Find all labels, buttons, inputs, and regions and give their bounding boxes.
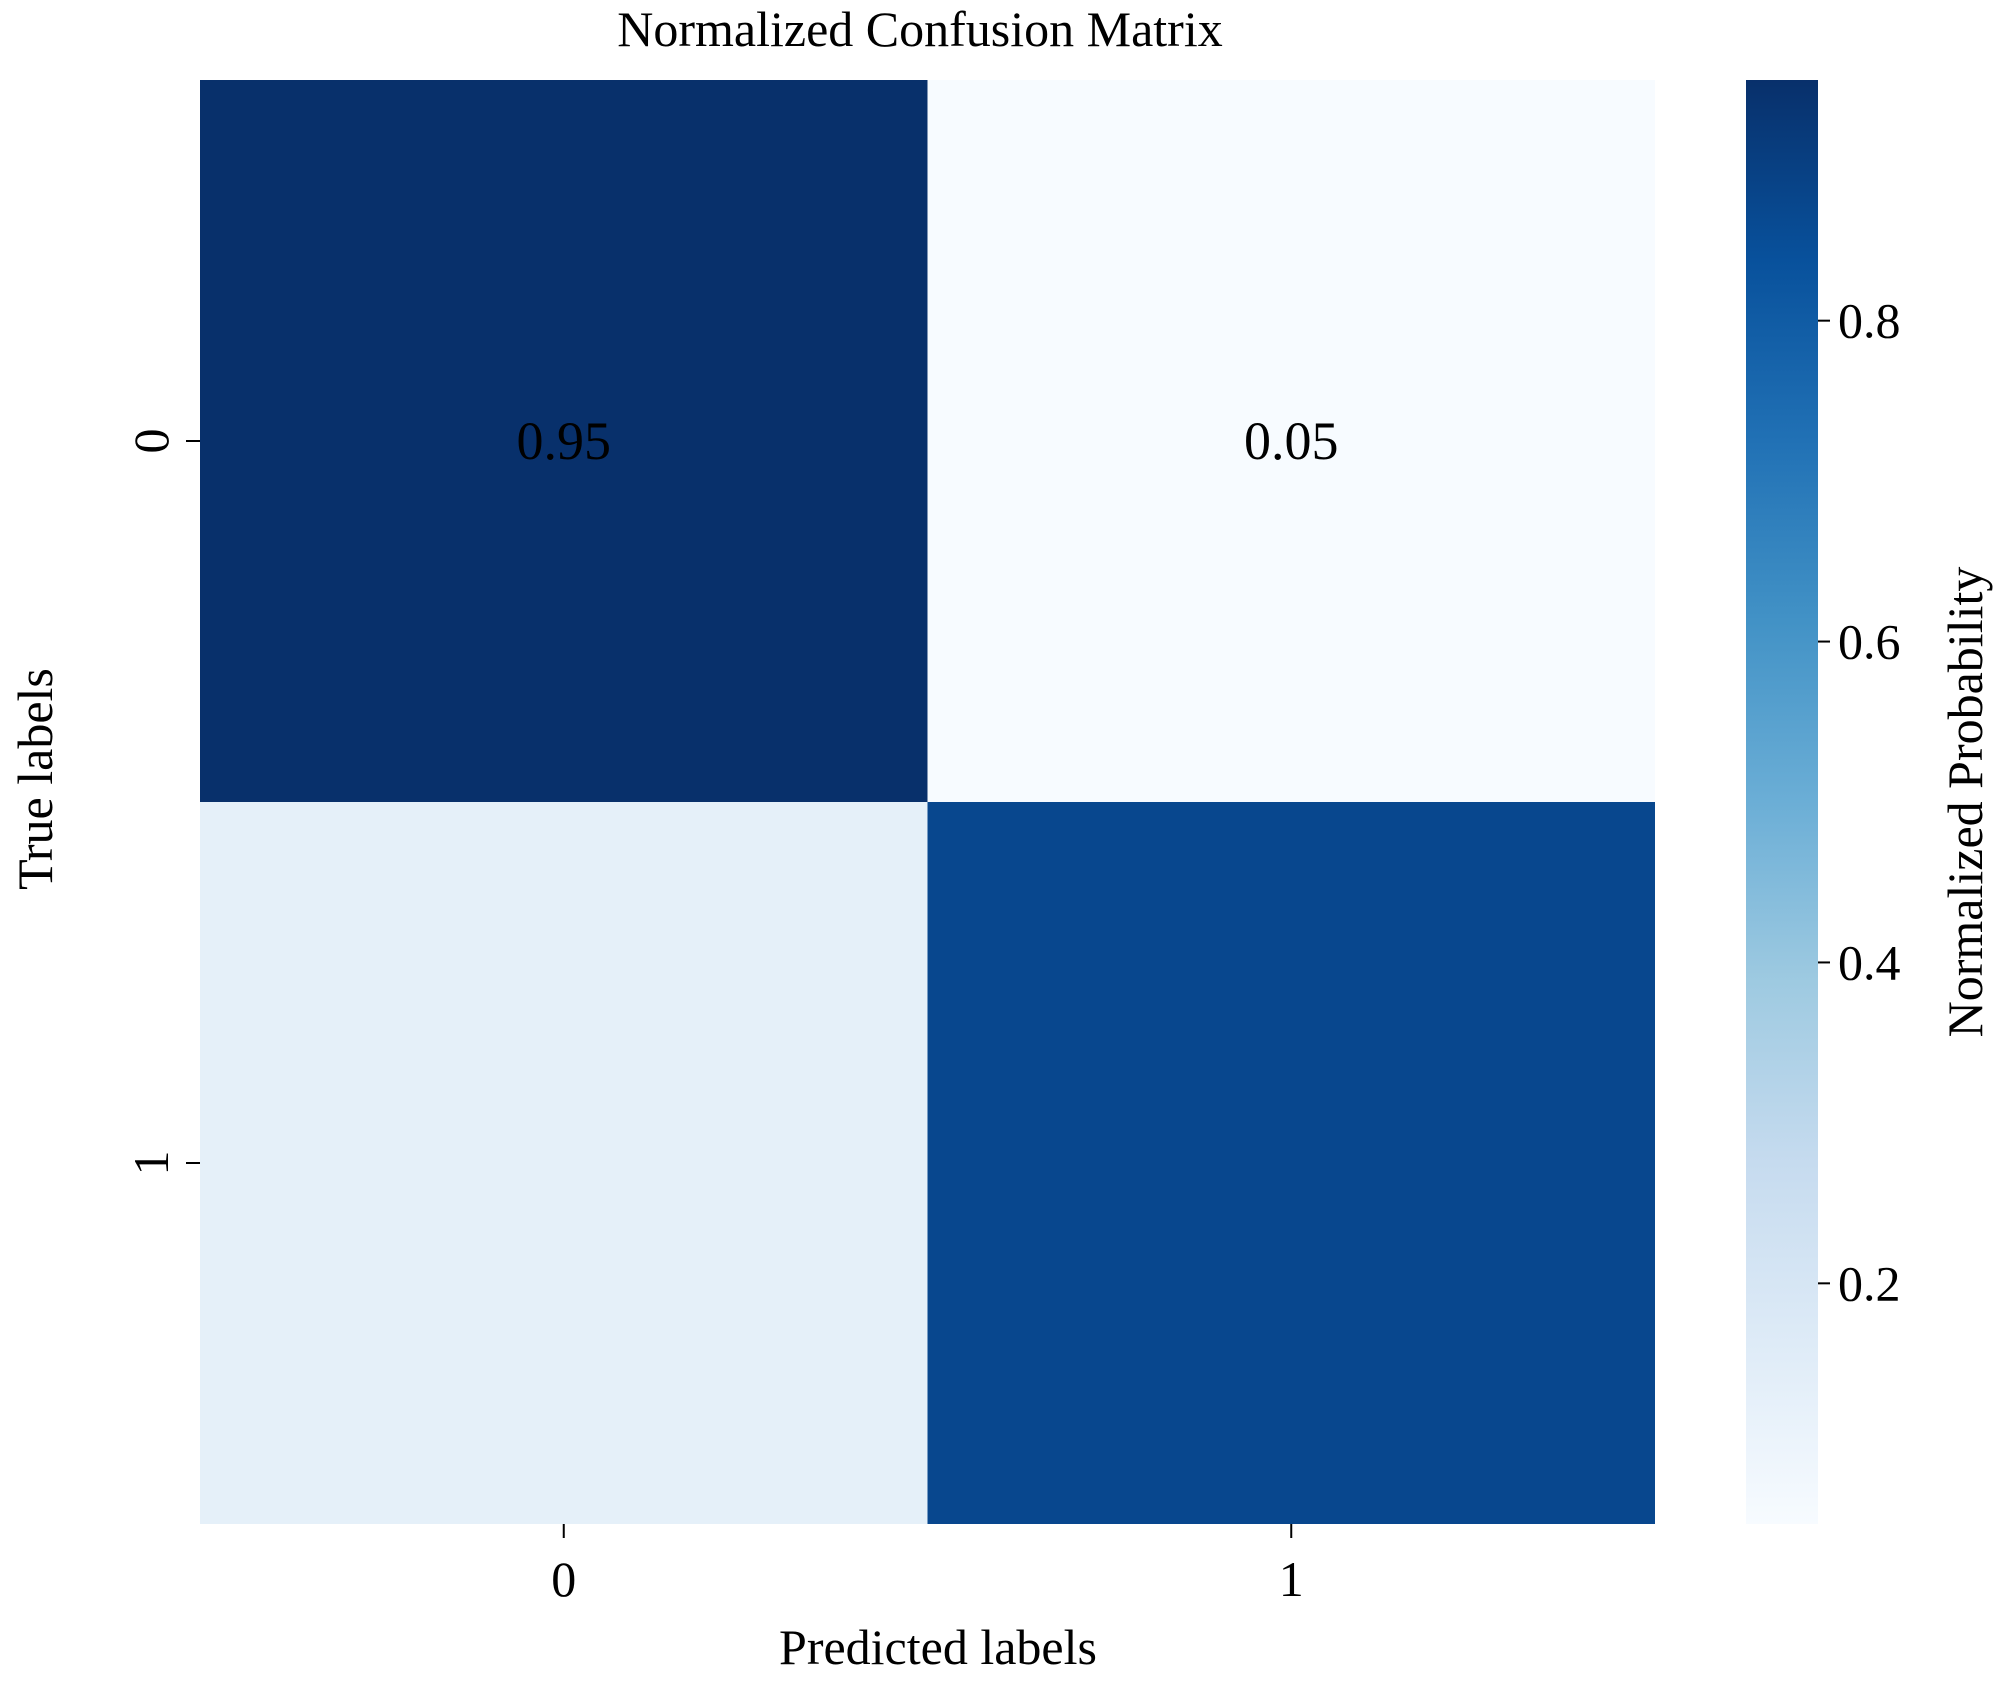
x-tick-label-0: 0	[551, 1551, 576, 1607]
cell-annotation-0-1: 0.05	[1244, 411, 1339, 471]
colorbar-gradient	[1746, 80, 1818, 1524]
y-tick-label-1: 1	[123, 1151, 179, 1176]
heatmap-cell-1-1	[927, 802, 1655, 1524]
heatmap-cells	[200, 80, 1655, 1524]
cell-annotations: 0.95 0.05	[517, 411, 1339, 471]
cell-annotation-0-0: 0.95	[517, 411, 612, 471]
colorbar-tick-label-1: 0.4	[1838, 934, 1901, 990]
colorbar-tick-label-3: 0.8	[1838, 293, 1901, 349]
x-axis-label: Predicted labels	[779, 1619, 1097, 1675]
axes: 0 1 0 1	[123, 429, 1304, 1608]
heatmap-cell-1-0	[200, 802, 928, 1524]
heatmap-cell-0-1	[927, 80, 1655, 802]
colorbar: 0.2 0.4 0.6 0.8	[1746, 80, 1901, 1524]
heatmap-cell-0-0	[200, 80, 928, 802]
y-axis-label: True labels	[7, 668, 63, 890]
y-tick-label-0: 0	[123, 429, 179, 454]
colorbar-tick-label-0: 0.2	[1838, 1255, 1901, 1311]
x-tick-label-1: 1	[1279, 1551, 1304, 1607]
colorbar-tick-label-2: 0.6	[1838, 614, 1901, 670]
colorbar-label: Normalized Probability	[1937, 567, 1993, 1038]
chart-title: Normalized Confusion Matrix	[617, 1, 1222, 57]
